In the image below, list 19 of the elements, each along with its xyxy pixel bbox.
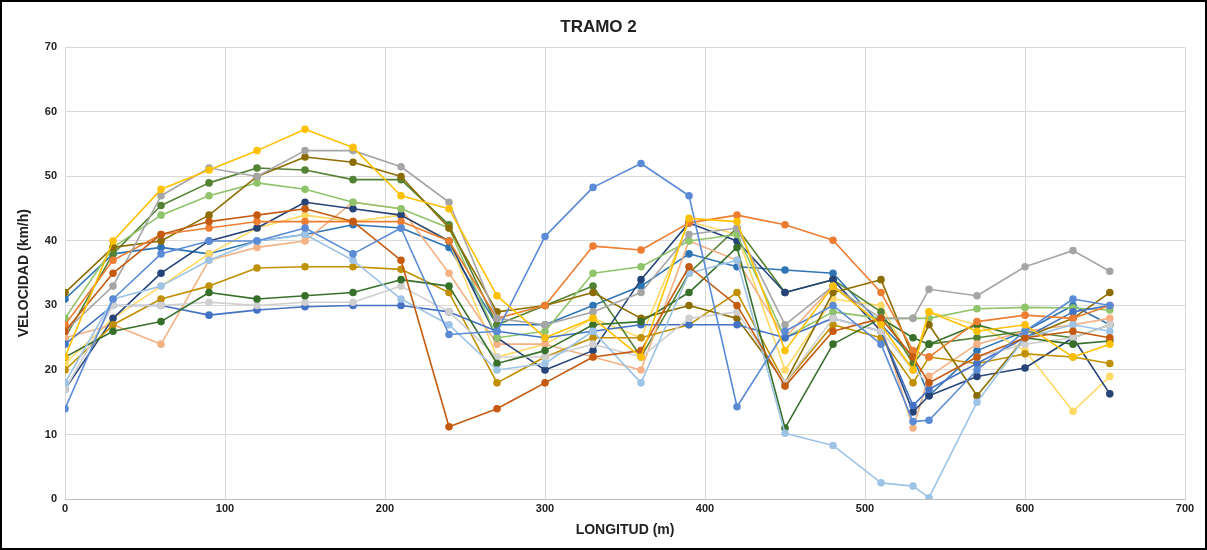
y-tick-label: 70: [44, 40, 58, 53]
y-tick-label: 40: [44, 233, 58, 246]
x-tick-label: 500: [855, 501, 875, 514]
x-tick-label: 100: [215, 501, 235, 514]
y-tick-label: 20: [44, 363, 58, 375]
x-tick-label: 300: [535, 501, 555, 514]
y-tick-label: 50: [44, 169, 58, 182]
x-tick-label: 700: [1175, 501, 1195, 514]
y-axis-title: VELOCIDAD (km/h): [15, 209, 32, 338]
x-tick-label: 0: [61, 501, 69, 514]
x-axis-title: LONGITUD (m): [575, 521, 675, 538]
x-tick-label: 400: [695, 501, 715, 514]
x-tick-label: 600: [1015, 501, 1035, 514]
chart-title: TRAMO 2: [560, 16, 637, 36]
x-tick-label: 200: [375, 501, 395, 514]
y-tick-label: 30: [44, 298, 58, 311]
y-tick-label: 10: [44, 427, 58, 440]
y-tick-label: 60: [44, 104, 58, 117]
y-tick-label: 0: [50, 492, 58, 505]
